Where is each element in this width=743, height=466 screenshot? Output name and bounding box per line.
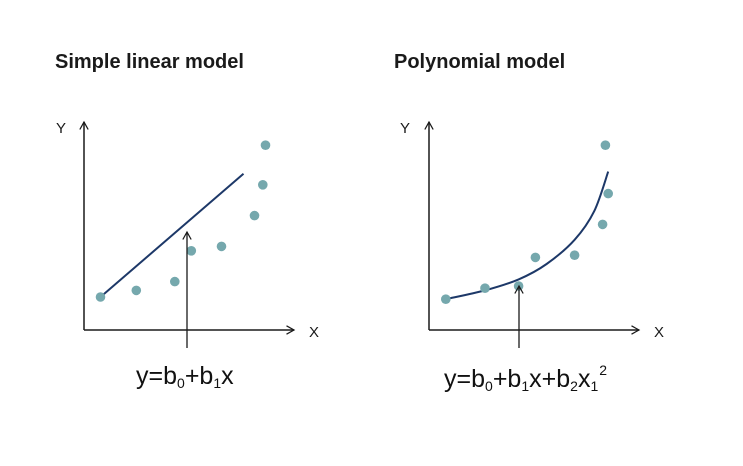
formula-x1-superscript: 2 [599,362,608,378]
linear-model-plot: Y X [56,120,319,348]
y-axis-label: Y [400,120,410,137]
data-point [441,294,451,305]
polynomial-formula: y=b0+b1x+b2x12 [444,362,607,394]
formula-b2-subscript: 2 [570,378,578,394]
data-point [600,140,611,150]
data-points [95,140,271,302]
data-point [530,252,541,263]
data-point [216,241,227,252]
data-point [186,246,197,256]
linear-formula: y=b0+b1x [136,362,234,391]
formula-plus: + [541,365,557,393]
formula-equals: = [456,365,472,393]
data-point [569,250,580,260]
formula-plus: + [492,365,508,393]
formula-b1: b [507,365,522,393]
formula-x1-subscript: 1 [590,378,599,394]
panel-title-linear: Simple linear model [55,51,244,73]
formula-x: x [529,365,542,393]
data-point [131,285,142,296]
data-point [597,219,608,230]
data-point [260,140,271,150]
data-point [258,180,268,190]
formula-b0-subscript: 0 [177,375,185,391]
x-axis-label: X [654,324,664,341]
data-point [480,283,490,294]
data-point [170,276,180,287]
formula-b0-subscript: 0 [485,378,493,394]
data-point [603,188,613,199]
formula-x1: x [577,365,591,393]
formula-b2: b [556,365,571,393]
formula-b0: b [471,365,486,393]
formula-plus: + [184,362,200,390]
fit-curve [445,171,610,301]
formula-b1-subscript: 1 [213,375,222,391]
fit-line [99,173,245,298]
formula-y: y [136,362,149,390]
formula-x: x [221,362,234,390]
formula-b1-subscript: 1 [521,378,530,394]
formula-equals: = [148,362,164,390]
x-axis-label: X [309,324,319,341]
panel-title-polynomial: Polynomial model [394,51,566,73]
formula-b1: b [199,362,214,390]
data-point [249,210,260,221]
polynomial-model-plot: Y X [400,120,664,348]
y-axis-label: Y [56,120,66,137]
formula-b0: b [163,362,178,390]
formula-y: y [444,365,457,393]
data-point [95,292,106,302]
